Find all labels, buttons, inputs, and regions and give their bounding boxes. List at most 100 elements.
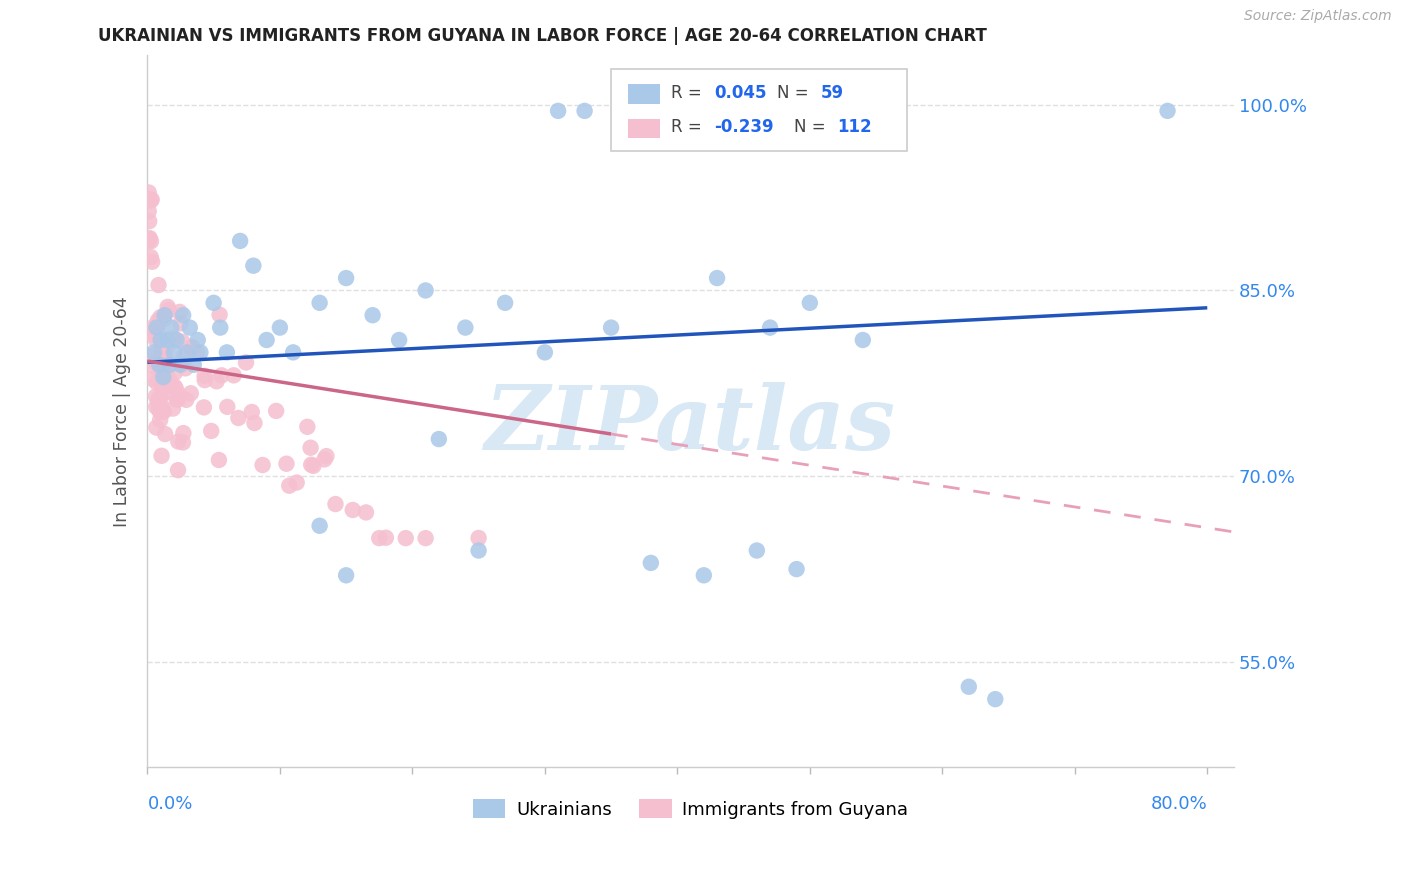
Point (150, 344, 173, 359)
Point (148, 278, 170, 293)
Point (467, 543, 489, 558)
Point (342, 503, 364, 517)
Point (155, 385, 177, 400)
Point (163, 379, 186, 393)
Point (153, 404, 176, 418)
Point (138, 234, 160, 248)
Point (145, 400, 167, 414)
Point (153, 308, 176, 322)
Point (269, 320, 291, 334)
Point (786, 562, 808, 576)
Point (200, 424, 222, 438)
Point (600, 320, 623, 334)
Point (361, 308, 384, 322)
Point (152, 381, 174, 395)
Point (395, 531, 418, 545)
Point (149, 404, 172, 418)
Point (190, 345, 212, 359)
Point (153, 376, 176, 390)
Point (308, 518, 330, 533)
Point (152, 347, 174, 361)
Point (142, 372, 165, 386)
Text: N =: N = (794, 118, 825, 136)
Point (156, 300, 179, 314)
Point (148, 402, 170, 417)
Point (159, 358, 181, 372)
Point (276, 457, 298, 471)
Point (149, 310, 172, 325)
Text: 112: 112 (837, 118, 872, 136)
Point (186, 345, 208, 359)
Point (427, 432, 450, 446)
Point (666, 103, 689, 118)
Text: R =: R = (671, 118, 702, 136)
Point (160, 320, 183, 334)
Point (149, 390, 172, 404)
Point (145, 420, 167, 434)
Point (613, 103, 636, 118)
Point (172, 334, 194, 349)
Point (138, 192, 160, 206)
Point (799, 295, 821, 310)
Point (160, 379, 183, 393)
Point (166, 392, 188, 407)
Point (454, 320, 477, 334)
Point (335, 271, 357, 285)
Point (187, 333, 209, 347)
Point (211, 368, 233, 383)
Point (281, 345, 304, 359)
Point (222, 368, 245, 383)
Point (252, 458, 274, 472)
Point (984, 692, 1007, 706)
Point (534, 345, 557, 359)
Point (194, 368, 217, 383)
Point (215, 345, 238, 359)
Point (152, 370, 174, 384)
Point (153, 350, 176, 364)
Point (143, 323, 166, 337)
Point (165, 382, 187, 396)
Point (706, 271, 728, 285)
Point (141, 193, 163, 207)
Point (745, 543, 768, 558)
Point (183, 358, 205, 372)
Point (141, 254, 163, 268)
Point (173, 350, 195, 364)
Text: R =: R = (671, 84, 702, 102)
Point (205, 374, 228, 388)
Point (167, 463, 190, 477)
Point (152, 365, 174, 379)
Point (148, 395, 170, 409)
Text: 0.045: 0.045 (714, 84, 768, 102)
Point (146, 326, 169, 341)
Point (138, 231, 160, 245)
Point (149, 333, 172, 347)
Point (415, 284, 437, 298)
Point (640, 556, 662, 570)
Point (139, 235, 162, 249)
Point (142, 328, 165, 343)
Point (217, 400, 239, 414)
Point (415, 531, 437, 545)
Point (145, 320, 167, 334)
Point (264, 404, 287, 418)
Point (166, 333, 188, 347)
Point (467, 531, 489, 545)
Point (374, 531, 396, 545)
Point (139, 250, 162, 264)
Point (145, 332, 167, 346)
Point (759, 320, 782, 334)
Point (494, 295, 516, 310)
Point (179, 320, 201, 334)
Point (150, 364, 173, 378)
Point (388, 333, 411, 347)
Point (138, 214, 160, 228)
Point (138, 232, 160, 246)
Point (145, 376, 167, 390)
Text: ZIPatlas: ZIPatlas (485, 382, 896, 468)
Text: 80.0%: 80.0% (1150, 795, 1208, 813)
Point (314, 452, 336, 467)
Point (299, 458, 322, 472)
Point (142, 320, 165, 334)
Point (169, 358, 191, 372)
